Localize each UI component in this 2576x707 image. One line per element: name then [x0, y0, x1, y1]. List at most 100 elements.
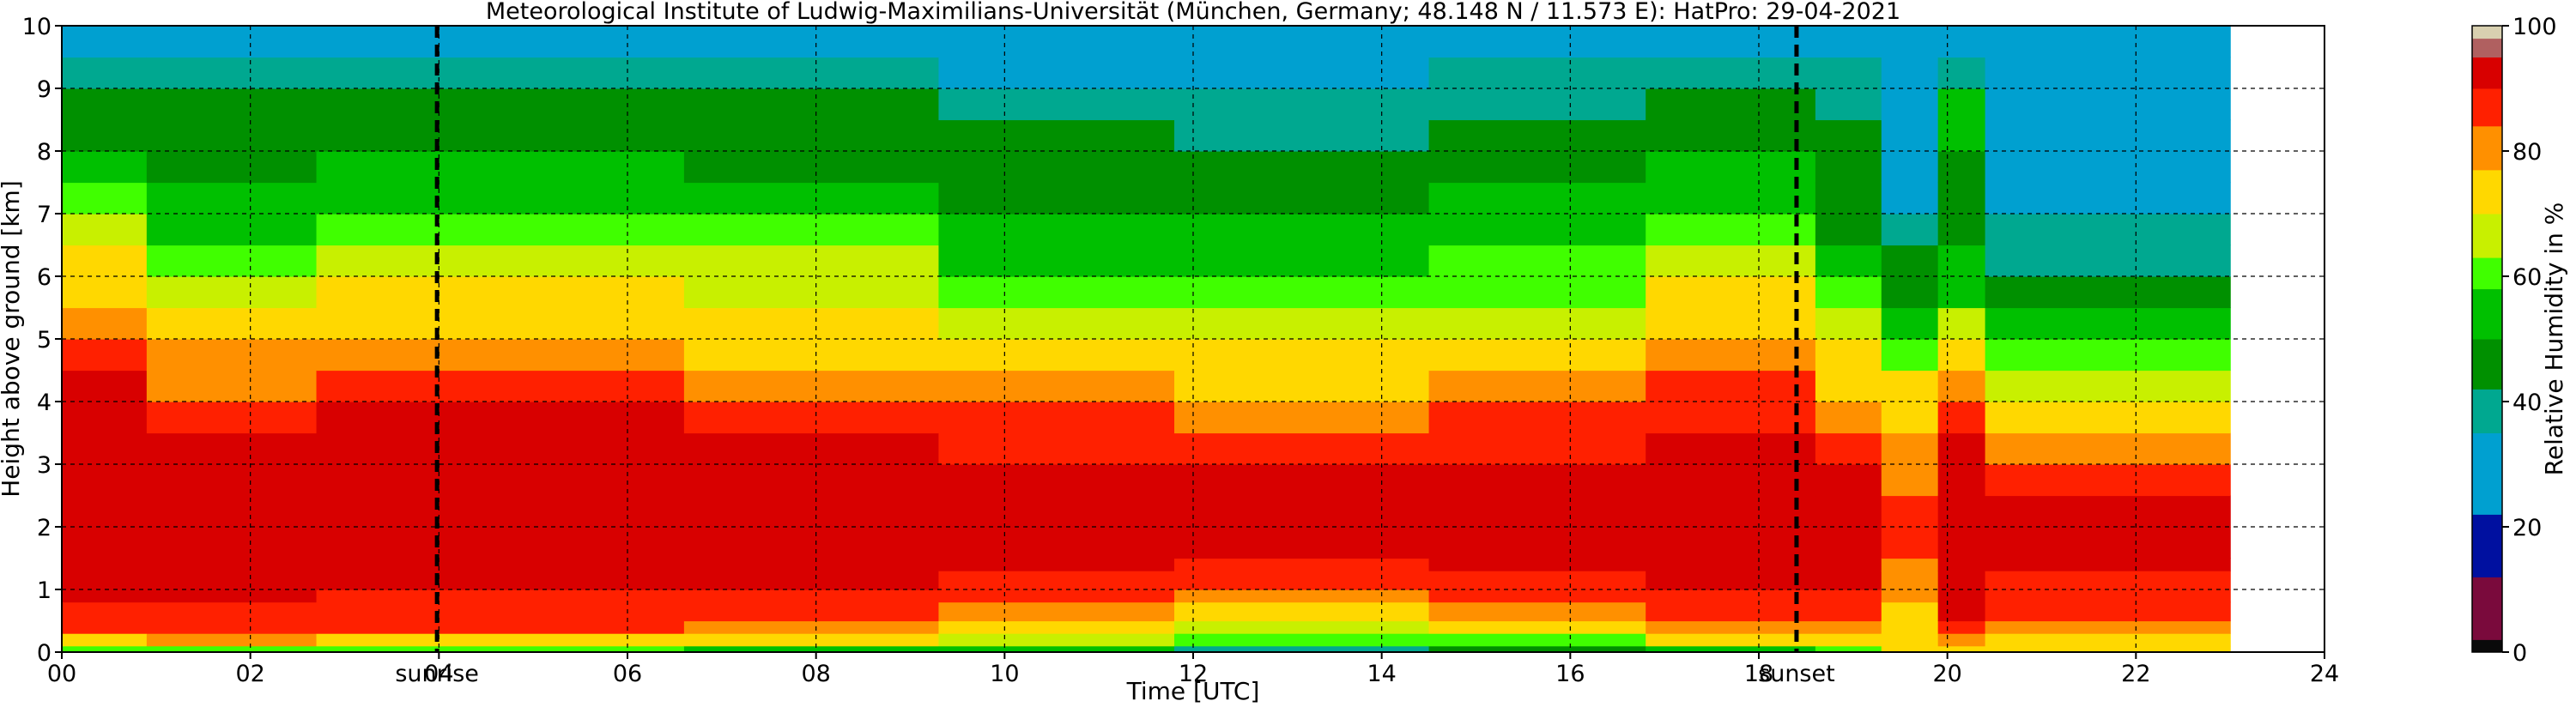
heatmap-cell	[1174, 151, 1430, 184]
heatmap-cell	[938, 432, 1175, 465]
colorbar-tick-label: 20	[2512, 515, 2542, 541]
heatmap-cell	[1881, 558, 1939, 571]
y-tick-label: 8	[37, 139, 52, 166]
heatmap-cell	[683, 464, 940, 497]
heatmap-cell	[1881, 633, 1939, 647]
heatmap-cell	[1985, 119, 2231, 152]
heatmap-cell	[1174, 558, 1430, 571]
colorbar-tick-label: 60	[2512, 264, 2542, 291]
heatmap-cell	[146, 245, 318, 277]
heatmap-cell	[1428, 571, 1646, 590]
heatmap-cell	[1985, 276, 2231, 309]
colorbar-band	[2472, 57, 2502, 89]
heatmap-cell	[938, 620, 1175, 634]
heatmap-cell	[1985, 589, 2231, 603]
heatmap-cell	[1815, 26, 1882, 58]
heatmap-cell	[146, 370, 318, 402]
heatmap-cell	[938, 633, 1175, 647]
heatmap-cell	[1937, 571, 1986, 590]
heatmap-cell	[146, 633, 318, 647]
heatmap-cell	[683, 151, 940, 184]
heatmap-cell	[316, 307, 685, 340]
heatmap-cell	[1815, 119, 1882, 152]
heatmap-cell	[1937, 182, 1986, 215]
heatmap-cell	[1937, 620, 1986, 634]
heatmap-cell	[1815, 182, 1882, 215]
heatmap-cell	[62, 495, 148, 528]
heatmap-cell	[683, 527, 940, 559]
x-axis-label: Time [UTC]	[1126, 677, 1260, 705]
heatmap-cell	[938, 307, 1175, 340]
heatmap-cell	[1937, 214, 1986, 246]
heatmap-cell	[146, 589, 318, 603]
colorbar-label: Relative Humidity in %	[2540, 202, 2568, 476]
heatmap-cell	[1881, 182, 1939, 215]
heatmap-cell	[1174, 88, 1430, 121]
heatmap-cell	[146, 276, 318, 309]
heatmap-cell	[1646, 402, 1816, 434]
heatmap-cell	[146, 26, 318, 58]
heatmap-cell	[1937, 589, 1986, 603]
heatmap-cell	[938, 571, 1175, 590]
heatmap-cell	[1815, 151, 1882, 184]
heatmap-cell	[683, 119, 940, 152]
heatmap-cell	[938, 151, 1175, 184]
heatmap-cell	[938, 601, 1175, 622]
heatmap-cell	[1174, 339, 1430, 372]
heatmap-cell	[938, 495, 1175, 528]
colorbar-band	[2472, 214, 2502, 258]
heatmap-cell	[62, 589, 148, 603]
heatmap-cell	[1937, 119, 1986, 152]
heatmap-cell	[316, 527, 685, 559]
heatmap-cell	[316, 339, 685, 372]
heatmap-cell	[1646, 633, 1816, 647]
heatmap-cell	[1985, 151, 2231, 184]
x-tick-label: 10	[990, 661, 1019, 687]
heatmap-cell	[1428, 464, 1646, 497]
heatmap-cell	[1174, 432, 1430, 465]
heatmap-cell	[1985, 402, 2231, 434]
y-tick-label: 1	[37, 577, 52, 604]
heatmap-cell	[146, 527, 318, 559]
heatmap-cell	[146, 402, 318, 434]
heatmap-cell	[683, 432, 940, 465]
heatmap-cell	[1428, 245, 1646, 277]
heatmap-cell	[938, 182, 1175, 215]
heatmap-cell	[316, 645, 685, 653]
heatmap-cell	[1985, 633, 2231, 647]
heatmap-cell	[146, 558, 318, 571]
heatmap-cell	[146, 182, 318, 215]
x-tick-label: 20	[1932, 661, 1961, 687]
heatmap-cell	[146, 57, 318, 89]
heatmap-cell	[1815, 645, 1882, 653]
heatmap-cell	[1937, 57, 1986, 89]
heatmap-cell	[683, 245, 940, 277]
heatmap-cell	[938, 464, 1175, 497]
heatmap-cell	[1815, 402, 1882, 434]
colorbar-band	[2472, 169, 2502, 215]
heatmap-cell	[146, 307, 318, 340]
heatmap-cell	[1428, 589, 1646, 603]
heatmap-cell	[1881, 26, 1939, 58]
heatmap-cell	[1646, 26, 1816, 58]
heatmap-cell	[1881, 339, 1939, 372]
heatmap-cell	[1881, 464, 1939, 497]
heatmap-cell	[1646, 527, 1816, 559]
heatmap-cell	[1428, 620, 1646, 634]
heatmap-cell	[62, 339, 148, 372]
heatmap-cell	[316, 182, 685, 215]
heatmap-cell	[1815, 307, 1882, 340]
heatmap-cell	[146, 620, 318, 634]
heatmap-layer	[62, 26, 2231, 653]
heatmap-cell	[62, 276, 148, 309]
heatmap-cell	[316, 370, 685, 402]
heatmap-cell	[683, 645, 940, 653]
colorbar-band	[2472, 288, 2502, 340]
heatmap-cell	[1815, 527, 1882, 559]
heatmap-cell	[1646, 464, 1816, 497]
heatmap-cell	[1174, 495, 1430, 528]
heatmap-cell	[683, 276, 940, 309]
colorbar-band	[2472, 257, 2502, 290]
y-tick-label: 0	[37, 640, 52, 667]
heatmap-cell	[1985, 88, 2231, 121]
